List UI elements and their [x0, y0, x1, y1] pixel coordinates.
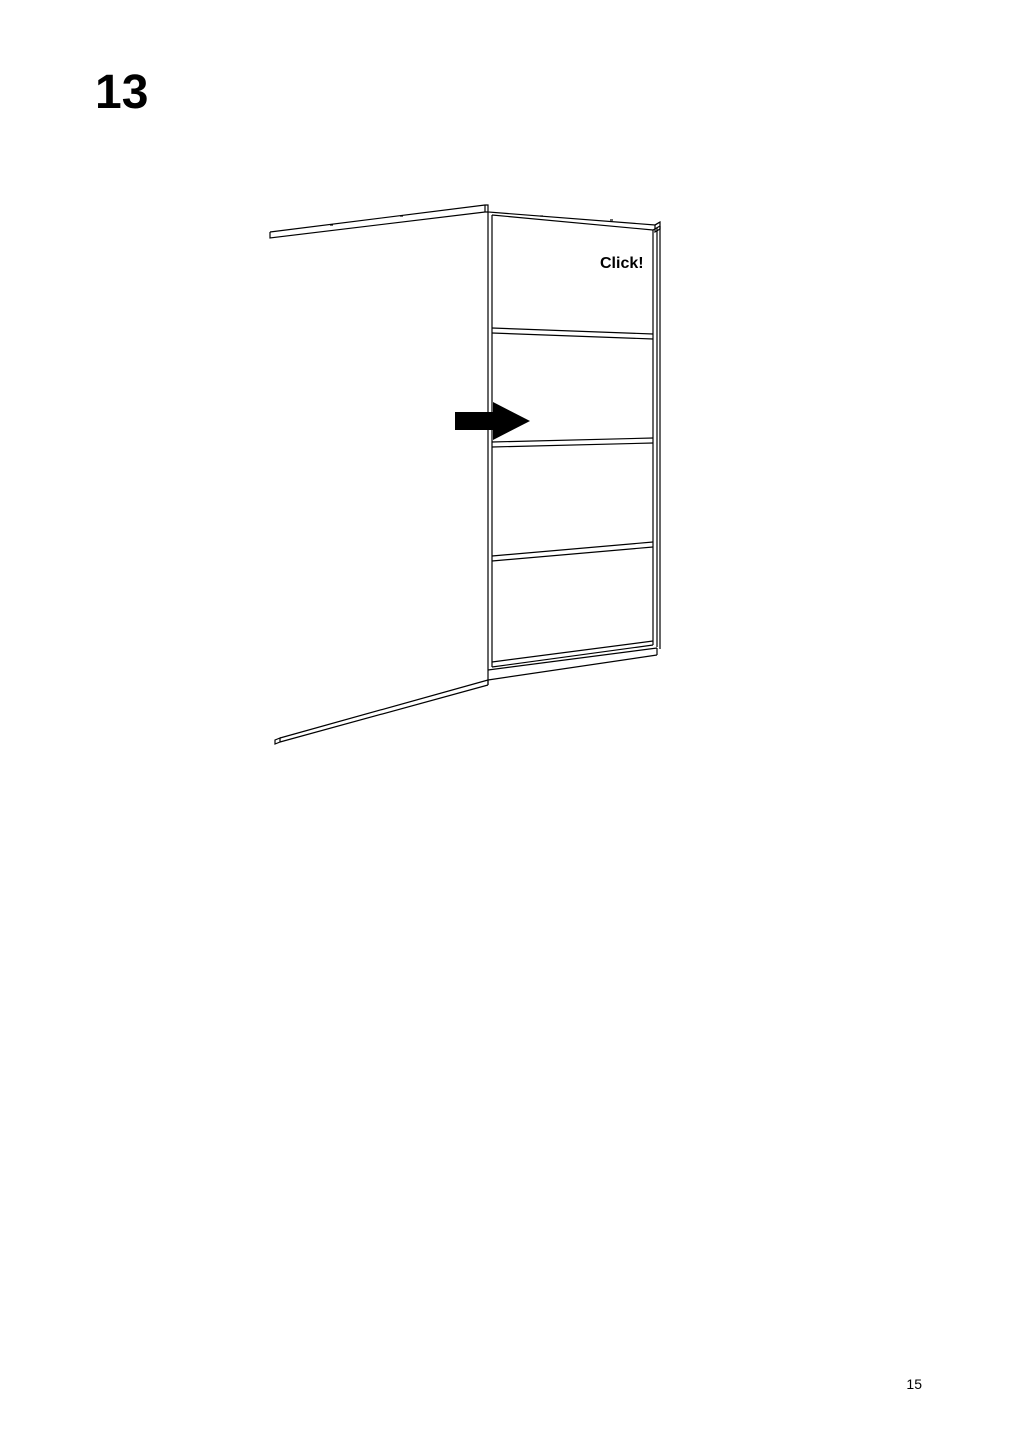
- click-label: Click!: [600, 255, 644, 273]
- step-number: 13: [95, 65, 148, 120]
- page-number: 15: [906, 1376, 922, 1392]
- assembly-diagram: Click!: [260, 190, 680, 750]
- sliding-door-svg: [260, 190, 680, 750]
